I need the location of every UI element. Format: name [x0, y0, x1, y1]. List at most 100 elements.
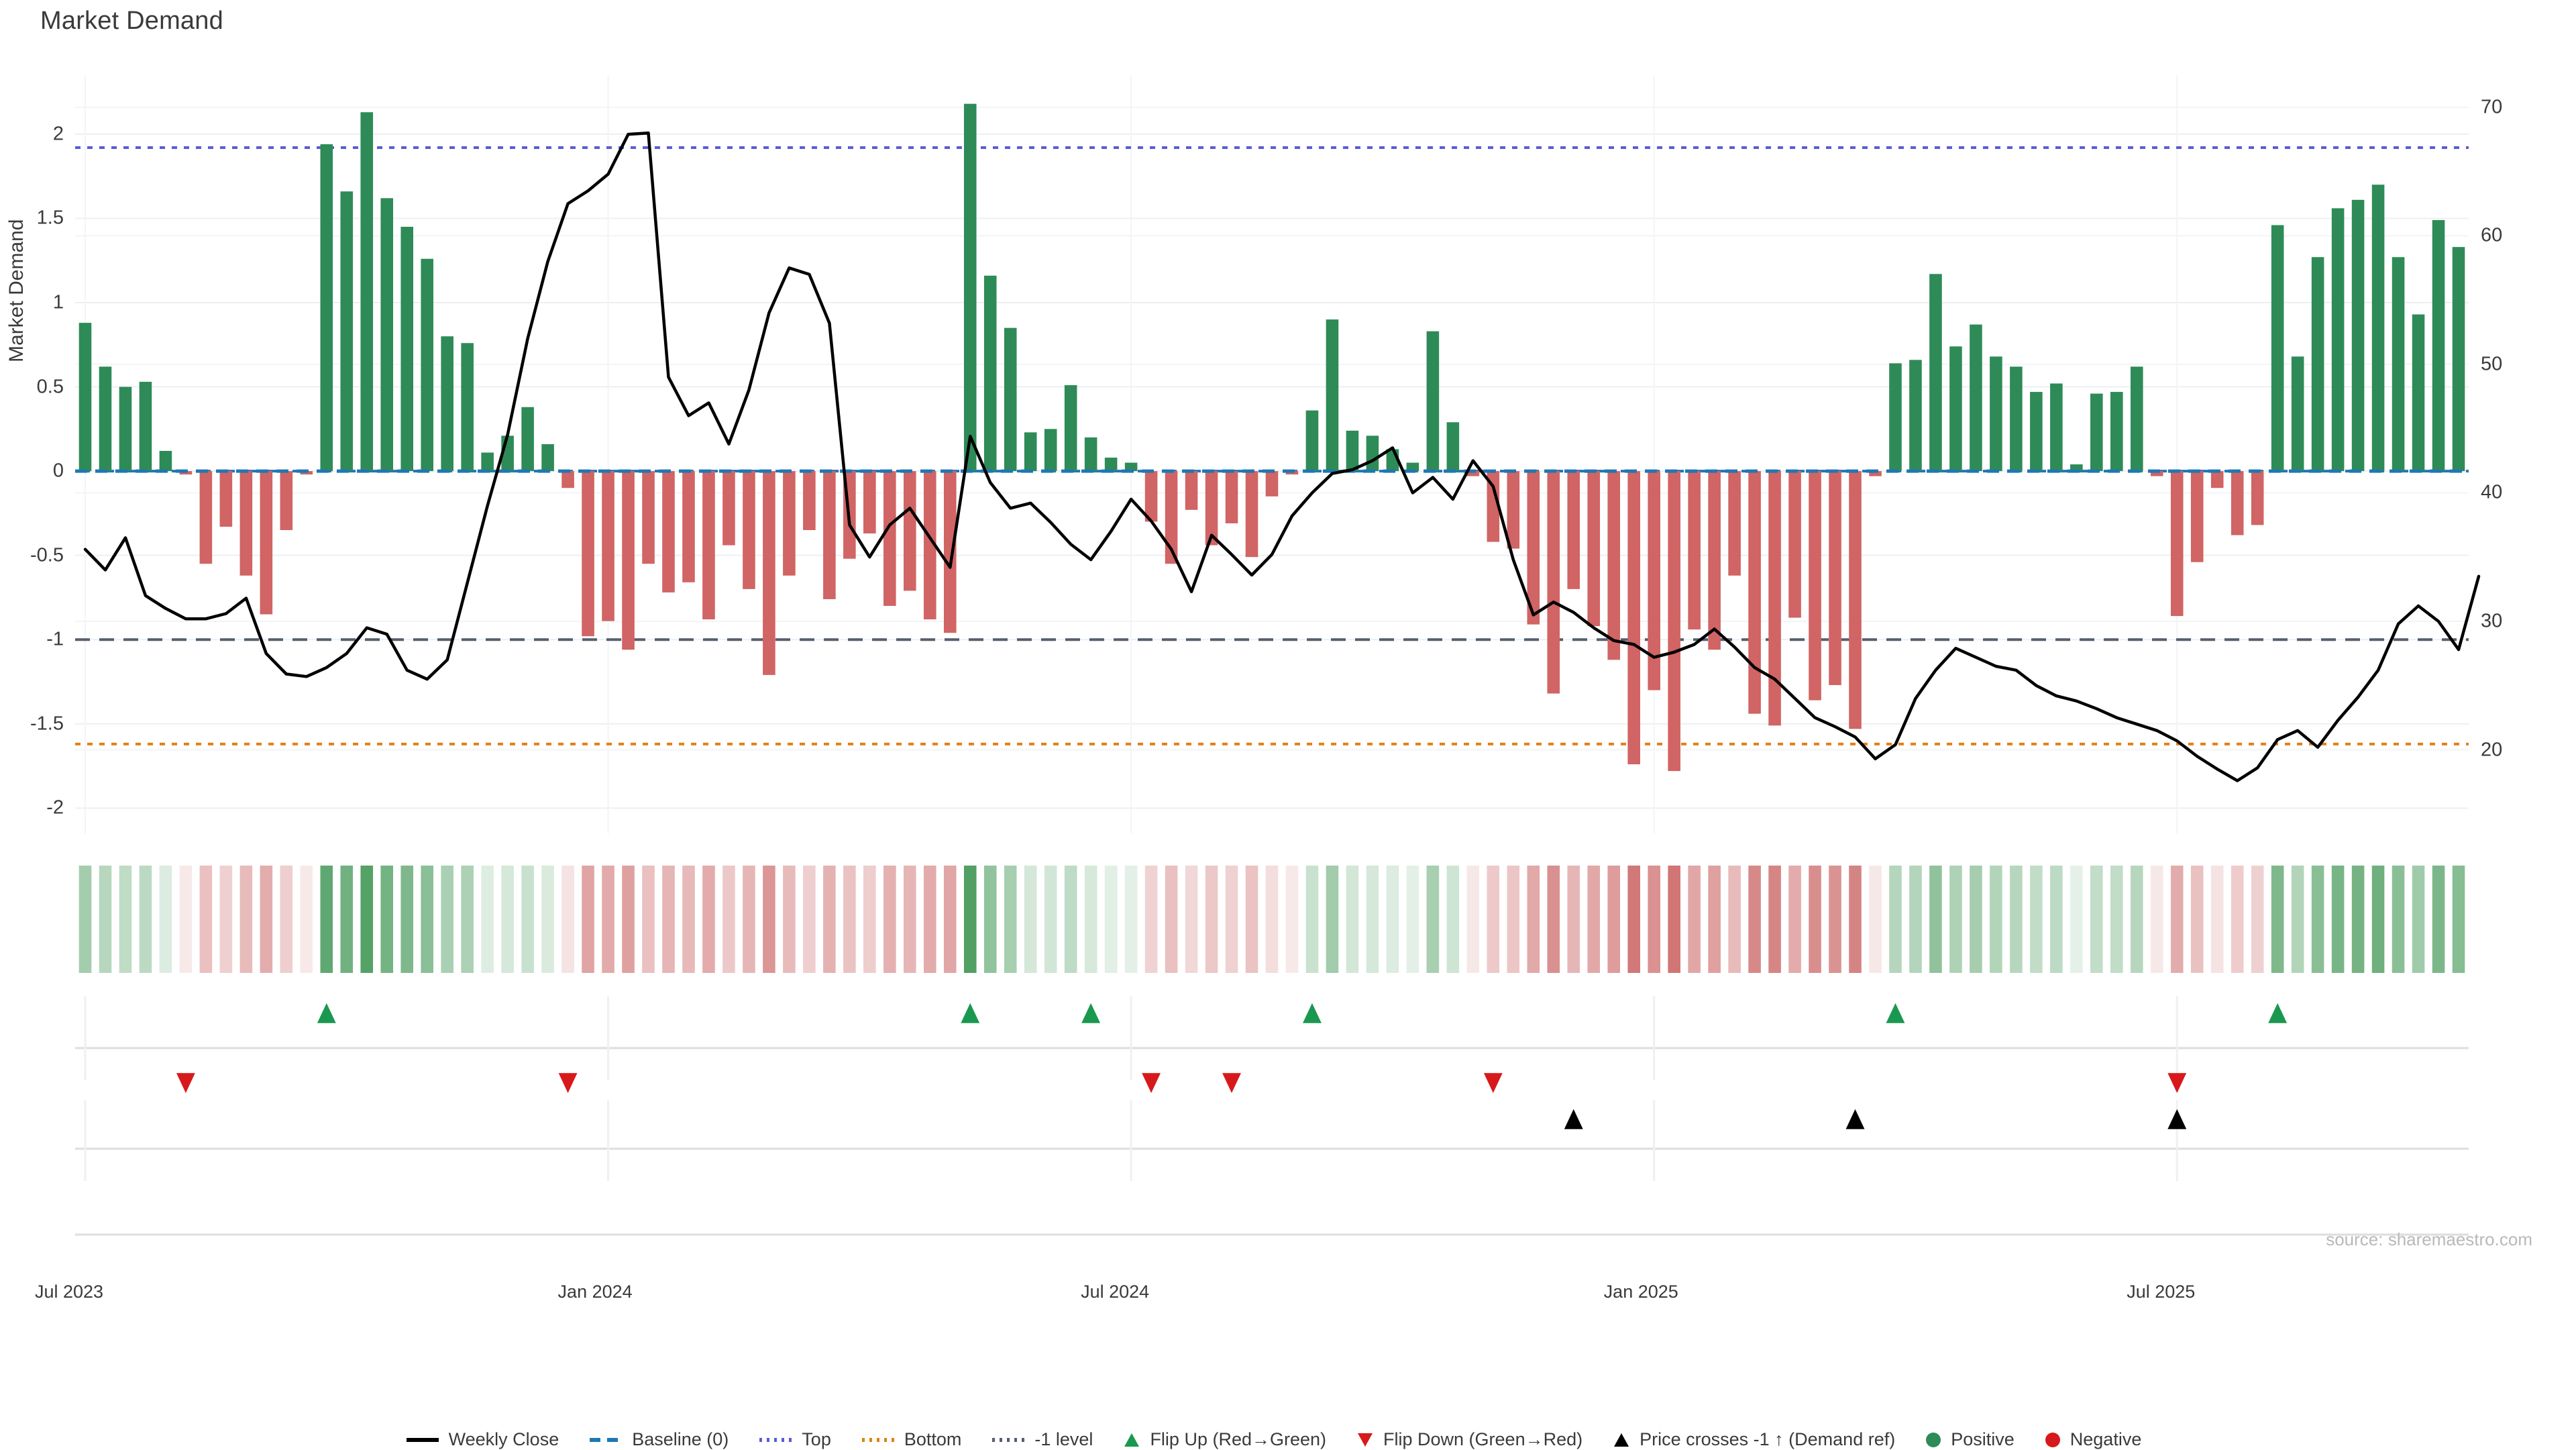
- heat-strip-cell: [2150, 866, 2163, 973]
- demand-bar: [1205, 471, 1218, 546]
- heat-strip-cell: [1406, 866, 1419, 973]
- demand-bar: [1245, 471, 1258, 558]
- demand-bar: [179, 471, 193, 475]
- demand-bar: [1949, 346, 1962, 472]
- heat-strip-cell: [1829, 866, 1841, 973]
- legend-swatch: [758, 1435, 793, 1445]
- heat-strip-cell: [1466, 866, 1480, 973]
- heat-strip-cell: [2392, 866, 2405, 973]
- heat-strip-cell: [400, 866, 414, 973]
- demand-bar: [461, 343, 474, 472]
- demand-bar: [2030, 392, 2043, 472]
- flip-up-marker: [961, 1003, 980, 1023]
- heat-strip-cell: [2170, 866, 2184, 973]
- heat-strip-cell: [1889, 866, 1902, 973]
- legend-swatch: [1356, 1431, 1375, 1449]
- demand-bar: [883, 471, 896, 606]
- price-cross-marker: [2167, 1109, 2187, 1129]
- legend-item[interactable]: Positive: [1925, 1429, 2015, 1450]
- demand-bar: [2271, 225, 2284, 472]
- demand-bar: [400, 227, 414, 472]
- heat-strip-cell: [1225, 866, 1238, 973]
- legend-item[interactable]: Bottom: [861, 1429, 961, 1450]
- heat-strip-cell: [501, 866, 514, 973]
- heat-strip-cell: [1547, 866, 1560, 973]
- heat-strip-cell: [923, 866, 936, 973]
- demand-bar: [1064, 385, 1077, 472]
- demand-bar: [1567, 471, 1580, 589]
- heat-strip-cell: [1788, 866, 1801, 973]
- legend-item[interactable]: -1 level: [991, 1429, 1093, 1450]
- negative-dot-icon: [2045, 1432, 2060, 1447]
- demand-bar: [1527, 471, 1540, 625]
- demand-bar: [2150, 471, 2163, 476]
- heat-strip-cell: [2371, 866, 2385, 973]
- price-cross-marker: [1845, 1109, 1865, 1129]
- heat-strip-cell: [1245, 866, 1258, 973]
- demand-bar: [1487, 471, 1500, 542]
- legend-item[interactable]: Flip Down (Green→Red): [1356, 1429, 1582, 1450]
- demand-bar: [2311, 257, 2324, 472]
- heat-strip-cell: [783, 866, 796, 973]
- demand-bar: [642, 471, 655, 564]
- demand-bar: [2190, 471, 2204, 562]
- legend-item[interactable]: Price crosses -1 ↑ (Demand ref): [1612, 1429, 1895, 1450]
- top-line-swatch: [759, 1437, 792, 1442]
- heat-strip-cell: [1205, 866, 1218, 973]
- heat-strip-cell: [1305, 866, 1319, 973]
- heat-strip-cell: [78, 866, 92, 973]
- heat-strip-cell: [1487, 866, 1500, 973]
- triangle-up-black-icon: [1614, 1433, 1629, 1447]
- demand-bar: [1466, 471, 1480, 476]
- demand-bar: [320, 144, 333, 472]
- chart-title: Market Demand: [40, 7, 223, 35]
- heat-strip-cell: [1728, 866, 1741, 973]
- demand-bar: [1084, 437, 1097, 472]
- y-tick-left: 1: [52, 291, 64, 313]
- demand-bar: [1869, 471, 1882, 476]
- flip-up-marker: [1081, 1003, 1101, 1023]
- heat-strip-cell: [260, 866, 273, 973]
- heat-strip-cell: [904, 866, 916, 973]
- demand-bar: [219, 471, 233, 527]
- heat-strip-cell: [1849, 866, 1862, 973]
- flip-down-marker: [1142, 1073, 1161, 1093]
- demand-bar: [1688, 471, 1701, 630]
- legend-label: Flip Down (Green→Red): [1383, 1429, 1583, 1449]
- heat-strip-cell: [2070, 866, 2083, 973]
- y-tick-right: 70: [2481, 96, 2503, 118]
- heat-strip-cell: [139, 866, 152, 973]
- heat-strip-cell: [1064, 866, 1077, 973]
- demand-bar: [1446, 422, 1460, 472]
- legend-item[interactable]: Baseline (0): [588, 1429, 729, 1450]
- demand-bar: [1185, 471, 1198, 510]
- heat-strip-cell: [2130, 866, 2143, 973]
- legend-item[interactable]: Flip Up (Red→Green): [1122, 1429, 1326, 1450]
- legend-item[interactable]: Top: [758, 1429, 831, 1450]
- x-tick: Jan 2025: [1603, 1282, 1678, 1302]
- demand-bar: [2392, 257, 2405, 472]
- heat-strip-cell: [441, 866, 453, 973]
- demand-bar: [139, 382, 152, 472]
- demand-bar: [360, 112, 374, 472]
- y-tick-left: -1: [46, 628, 64, 650]
- legend-item[interactable]: Negative: [2044, 1429, 2141, 1450]
- heat-strip-cell: [983, 866, 997, 973]
- legend-item[interactable]: Weekly Close: [405, 1429, 559, 1450]
- heat-strip-cell: [2351, 866, 2365, 973]
- y-tick-left: -1.5: [30, 713, 64, 735]
- heat-strip-cell: [2432, 866, 2445, 973]
- heat-strip-cell: [2190, 866, 2204, 973]
- heat-strip-cell: [2251, 866, 2264, 973]
- demand-bar: [1366, 435, 1379, 472]
- bottom-line-swatch: [861, 1437, 894, 1442]
- flip-up-marker: [1303, 1003, 1322, 1023]
- heat-strip-cell: [722, 866, 735, 973]
- heat-strip-cell: [2231, 866, 2244, 973]
- demand-bar: [380, 198, 394, 472]
- demand-bar: [1970, 324, 1982, 472]
- heat-strip-cell: [1165, 866, 1178, 973]
- x-tick: Jul 2023: [34, 1282, 104, 1302]
- demand-bar: [99, 366, 112, 472]
